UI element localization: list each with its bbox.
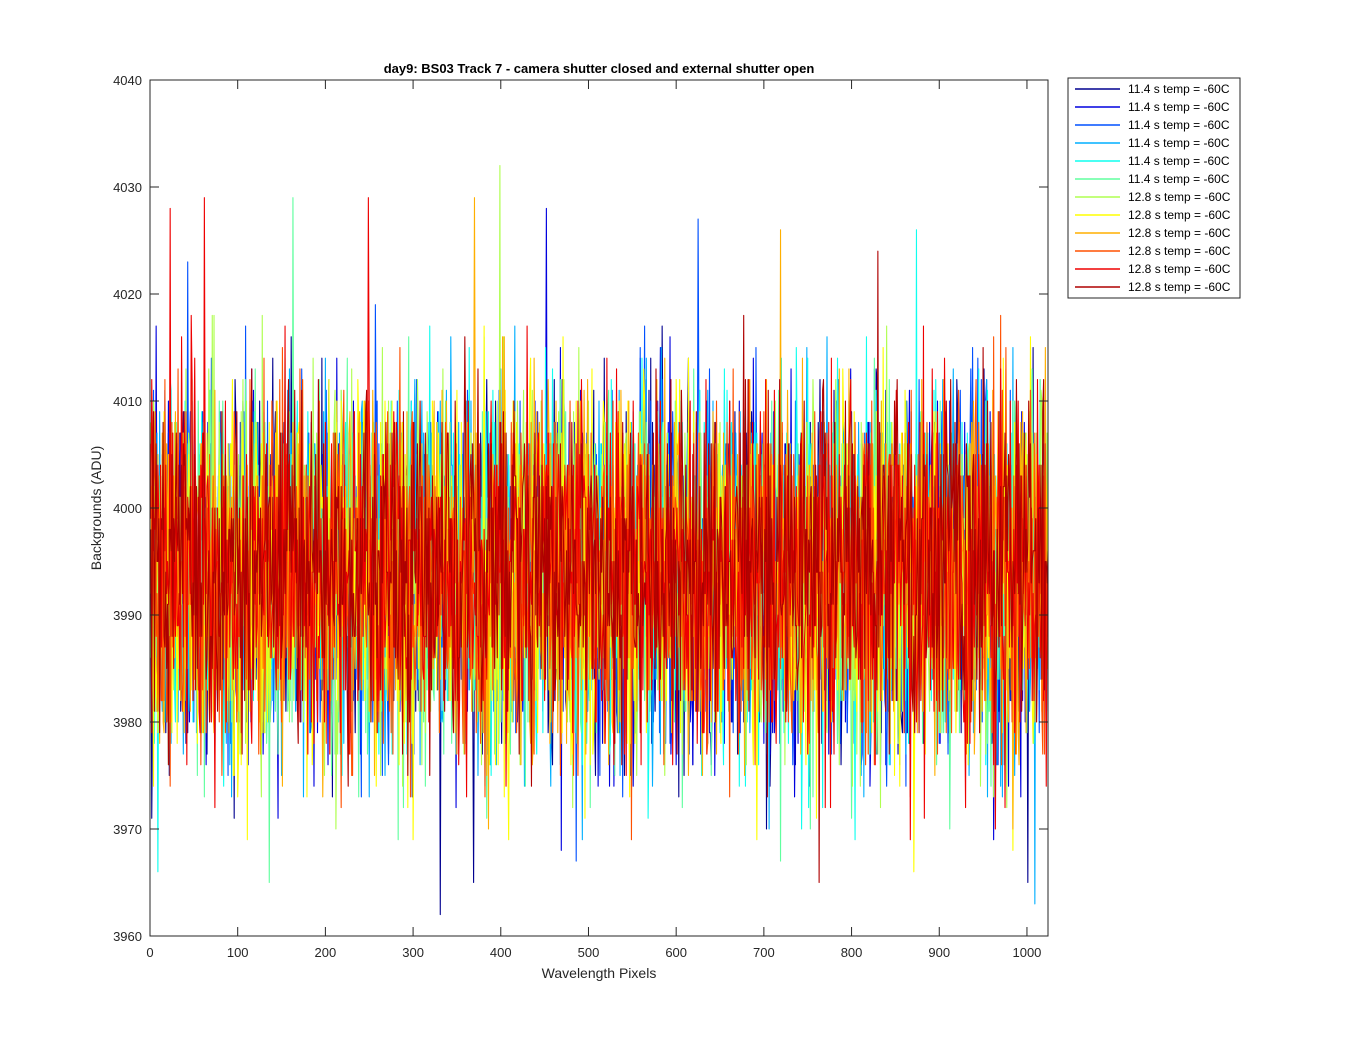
tick-layer: 0 100 200 300 400 500 600 700 800 900 1000 3960 3970…	[113, 73, 1048, 960]
y-tick-label: 3980	[113, 715, 142, 730]
x-tick-label: 0	[146, 945, 153, 960]
x-tick-label: 900	[928, 945, 950, 960]
legend-entry-label: 12.8 s temp = -60C	[1128, 226, 1231, 240]
x-axis-label: Wavelength Pixels	[542, 965, 657, 981]
legend-entry-label: 11.4 s temp = -60C	[1128, 82, 1230, 96]
x-tick-label: 600	[665, 945, 687, 960]
legend-entry-label: 11.4 s temp = -60C	[1128, 100, 1230, 114]
legend-entry-label: 11.4 s temp = -60C	[1128, 172, 1230, 186]
y-tick-label: 4000	[113, 501, 142, 516]
legend-entry-label: 11.4 s temp = -60C	[1128, 118, 1230, 132]
legend-entry-label: 11.4 s temp = -60C	[1128, 136, 1230, 150]
y-tick-label: 3960	[113, 929, 142, 944]
y-tick-label: 3970	[113, 822, 142, 837]
legend-entry-label: 12.8 s temp = -60C	[1128, 280, 1231, 294]
y-tick-label: 4040	[113, 73, 142, 88]
y-axis-label: Backgrounds (ADU)	[88, 446, 104, 571]
legend: 11.4 s temp = -60C 11.4 s temp = -60C 11.4…	[1067, 77, 1241, 299]
x-tick-label: 100	[227, 945, 249, 960]
x-tick-label: 1000	[1012, 945, 1041, 960]
x-tick-label: 400	[490, 945, 512, 960]
legend-box	[1067, 77, 1241, 299]
legend-entry-label: 12.8 s temp = -60C	[1128, 262, 1231, 276]
series-layer	[150, 165, 1048, 916]
x-tick-label: 500	[578, 945, 600, 960]
series-line-12	[150, 250, 1048, 884]
chart-title: day9: BS03 Track 7 - camera shutter clos…	[384, 61, 815, 76]
x-tick-label: 300	[402, 945, 424, 960]
x-tick-label: 700	[753, 945, 775, 960]
x-tick-label: 200	[315, 945, 337, 960]
legend-entry-label: 12.8 s temp = -60C	[1128, 190, 1231, 204]
legend-entry-label: 11.4 s temp = -60C	[1128, 154, 1230, 168]
y-tick-label: 4020	[113, 287, 142, 302]
legend-entry-label: 12.8 s temp = -60C	[1128, 244, 1231, 258]
y-tick-label: 4010	[113, 394, 142, 409]
x-tick-label: 800	[841, 945, 863, 960]
y-tick-label: 3990	[113, 608, 142, 623]
y-tick-label: 4030	[113, 180, 142, 195]
legend-entry-label: 12.8 s temp = -60C	[1128, 208, 1231, 222]
